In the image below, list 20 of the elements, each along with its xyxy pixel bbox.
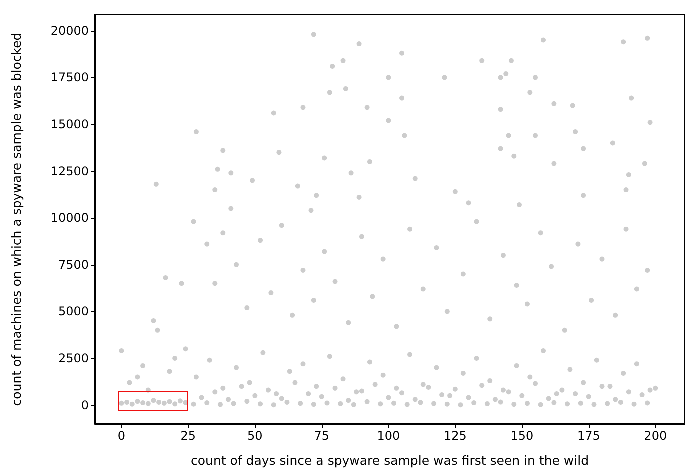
x-axis-title: count of days since a spyware sample was first seen in the wild bbox=[190, 453, 590, 468]
y-tick-label: 7500 bbox=[58, 258, 89, 272]
y-tick-label: 15000 bbox=[50, 118, 89, 132]
x-tick-label: 175 bbox=[577, 429, 600, 443]
y-tick-label: 17500 bbox=[50, 70, 89, 85]
y-axis-title: count of machines on which a spyware sample was blocked bbox=[9, 32, 24, 406]
x-tick-label: 75 bbox=[314, 429, 330, 443]
x-tick-label: 0 bbox=[118, 429, 126, 443]
y-tick-label: 0 bbox=[81, 398, 89, 412]
x-tick-label: 100 bbox=[377, 429, 400, 443]
y-tick-label: 2500 bbox=[58, 351, 89, 366]
y-tick-label: 20000 bbox=[50, 24, 89, 38]
y-tick-label: 5000 bbox=[58, 304, 89, 319]
x-tick-label: 25 bbox=[180, 429, 196, 443]
y-tick-label: 10000 bbox=[50, 211, 89, 226]
x-tick-label: 125 bbox=[444, 429, 467, 443]
y-tick-label: 12500 bbox=[50, 164, 89, 178]
x-tick-label: 150 bbox=[510, 429, 534, 443]
x-tick-label: 200 bbox=[644, 429, 668, 443]
x-tick-label: 50 bbox=[248, 429, 263, 443]
